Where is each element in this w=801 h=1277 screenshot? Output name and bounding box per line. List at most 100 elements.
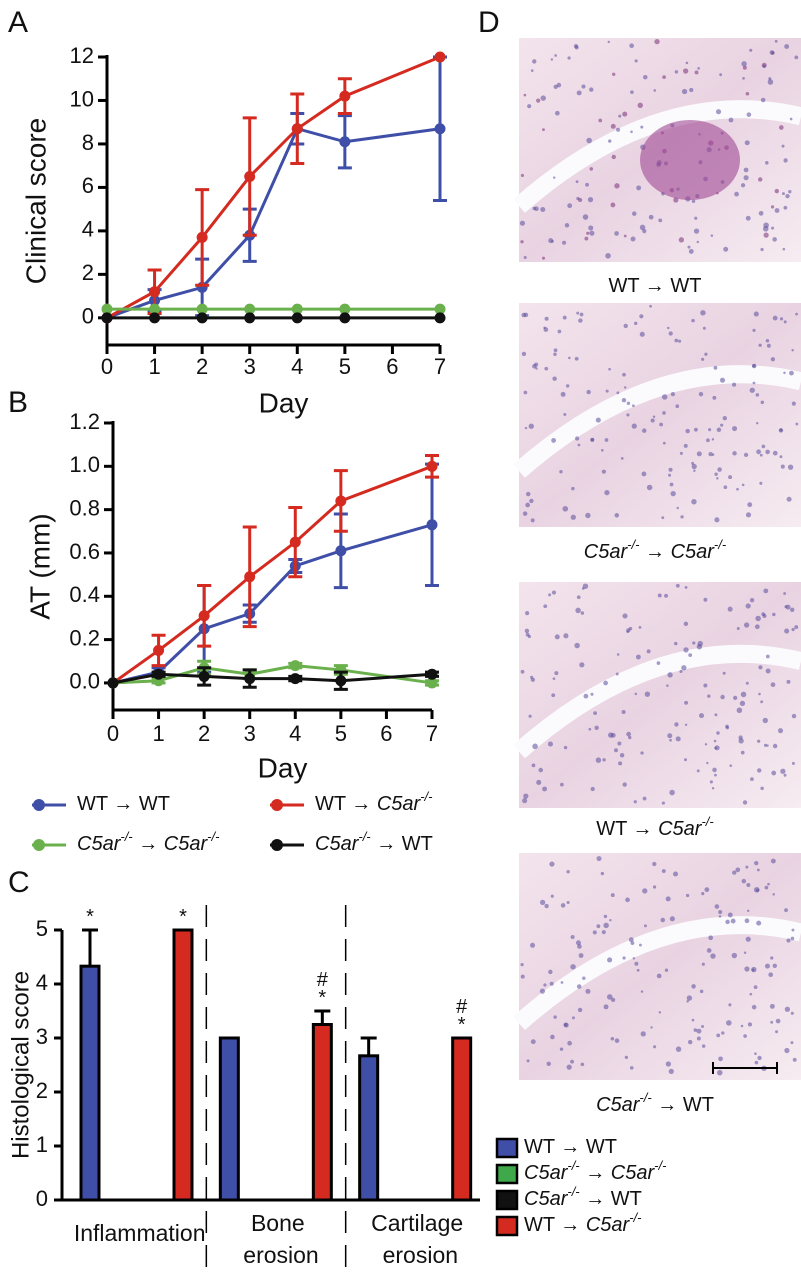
cell-nucleus bbox=[789, 117, 793, 121]
tissue-band bbox=[513, 100, 801, 213]
cell-nucleus bbox=[774, 208, 780, 213]
x-tick-label: 5 bbox=[335, 721, 347, 746]
cell-nucleus bbox=[586, 137, 592, 144]
legend-label: C5ar-/- → C5ar-/- bbox=[524, 1158, 667, 1184]
cell-nucleus bbox=[765, 161, 769, 165]
cell-nucleus bbox=[732, 426, 738, 432]
image-caption: C5ar-/- → C5ar-/- bbox=[584, 537, 727, 563]
bar bbox=[172, 928, 194, 1202]
cell-nucleus bbox=[786, 496, 792, 502]
cell-nucleus bbox=[792, 1057, 797, 1062]
cell-nucleus bbox=[768, 77, 772, 81]
cell-nucleus bbox=[701, 892, 705, 896]
legend-label: WT → WT bbox=[524, 1136, 617, 1158]
cell-nucleus bbox=[740, 1024, 744, 1028]
cell-nucleus bbox=[714, 517, 720, 523]
cell-nucleus bbox=[683, 621, 689, 627]
cell-nucleus bbox=[745, 865, 749, 869]
x-tick-label: 0 bbox=[101, 354, 113, 379]
data-point bbox=[335, 545, 347, 557]
cell-nucleus bbox=[662, 75, 666, 79]
y-axis-title: Clinical score bbox=[20, 118, 51, 285]
cell-nucleus bbox=[609, 918, 612, 922]
cell-nucleus bbox=[670, 391, 676, 397]
y-tick-label: 10 bbox=[70, 86, 94, 111]
cell-nucleus bbox=[553, 84, 558, 89]
cell-nucleus bbox=[605, 389, 609, 393]
image-caption: WT → C5ar-/- bbox=[596, 814, 714, 840]
cell-nucleus bbox=[532, 206, 536, 211]
cell-nucleus bbox=[614, 1038, 620, 1043]
data-point bbox=[244, 673, 256, 685]
error-bar bbox=[360, 1036, 377, 1056]
cell-nucleus bbox=[632, 404, 635, 408]
cell-nucleus bbox=[532, 59, 537, 64]
cell-nucleus bbox=[553, 1015, 557, 1019]
cell-nucleus bbox=[674, 722, 679, 727]
cell-nucleus bbox=[614, 231, 619, 236]
x-tick-label: 0 bbox=[107, 721, 119, 746]
cell-nucleus bbox=[544, 366, 549, 371]
cell-nucleus bbox=[689, 87, 694, 93]
cell-nucleus bbox=[524, 628, 530, 634]
cell-nucleus bbox=[751, 1004, 757, 1010]
cell-nucleus bbox=[676, 506, 679, 510]
cell-nucleus bbox=[778, 728, 784, 734]
cell-nucleus bbox=[771, 226, 775, 230]
cell-nucleus bbox=[570, 964, 576, 970]
y-tick-label: 0.2 bbox=[69, 625, 100, 650]
image-caption: WT → WT bbox=[609, 275, 702, 297]
cell-nucleus bbox=[628, 937, 634, 943]
cell-nucleus bbox=[720, 694, 725, 700]
cell-nucleus bbox=[711, 787, 715, 790]
cell-nucleus bbox=[559, 1047, 564, 1051]
cell-nucleus bbox=[691, 1018, 695, 1022]
cell-nucleus bbox=[601, 469, 606, 474]
cell-nucleus bbox=[652, 415, 656, 418]
cell-nucleus bbox=[734, 191, 739, 197]
cell-nucleus bbox=[697, 640, 703, 647]
cell-nucleus bbox=[768, 972, 774, 978]
value-label: * bbox=[86, 906, 94, 928]
cell-nucleus bbox=[723, 246, 729, 252]
cell-nucleus bbox=[633, 800, 637, 804]
y-tick-label: 8 bbox=[82, 130, 94, 155]
legend-swatch bbox=[495, 1215, 519, 1237]
cell-nucleus bbox=[767, 882, 770, 886]
cell-nucleus bbox=[794, 55, 799, 60]
cell-nucleus bbox=[603, 1004, 609, 1010]
cell-nucleus bbox=[742, 800, 748, 805]
cell-nucleus bbox=[622, 956, 626, 960]
cell-nucleus bbox=[720, 423, 724, 427]
cell-nucleus bbox=[641, 471, 647, 477]
cell-nucleus bbox=[524, 426, 528, 430]
cell-nucleus bbox=[607, 40, 610, 44]
cell-nucleus bbox=[634, 961, 639, 966]
cell-nucleus bbox=[752, 381, 756, 385]
data-point bbox=[244, 571, 256, 583]
cell-nucleus bbox=[694, 216, 698, 220]
data-point bbox=[149, 303, 161, 315]
cell-nucleus bbox=[656, 661, 661, 665]
cell-nucleus bbox=[588, 225, 594, 231]
cell-nucleus bbox=[678, 237, 685, 243]
cell-nucleus bbox=[738, 738, 744, 744]
cell-nucleus bbox=[744, 966, 750, 972]
cell-nucleus bbox=[659, 422, 664, 427]
cell-nucleus bbox=[646, 484, 653, 491]
cell-nucleus bbox=[704, 743, 708, 746]
cell-nucleus bbox=[571, 486, 575, 491]
infiltrate bbox=[640, 120, 740, 200]
cell-nucleus bbox=[624, 1055, 629, 1060]
cell-nucleus bbox=[610, 202, 616, 208]
cell-nucleus bbox=[576, 196, 580, 201]
cell-nucleus bbox=[696, 769, 700, 773]
cell-nucleus bbox=[739, 700, 746, 706]
y-tick-label: 1.0 bbox=[69, 452, 100, 477]
cell-nucleus bbox=[576, 984, 582, 989]
cell-nucleus bbox=[680, 515, 684, 519]
data-point bbox=[196, 312, 208, 324]
cell-nucleus bbox=[747, 1022, 753, 1027]
cell-nucleus bbox=[560, 391, 566, 397]
value-label: # * bbox=[317, 969, 329, 1009]
